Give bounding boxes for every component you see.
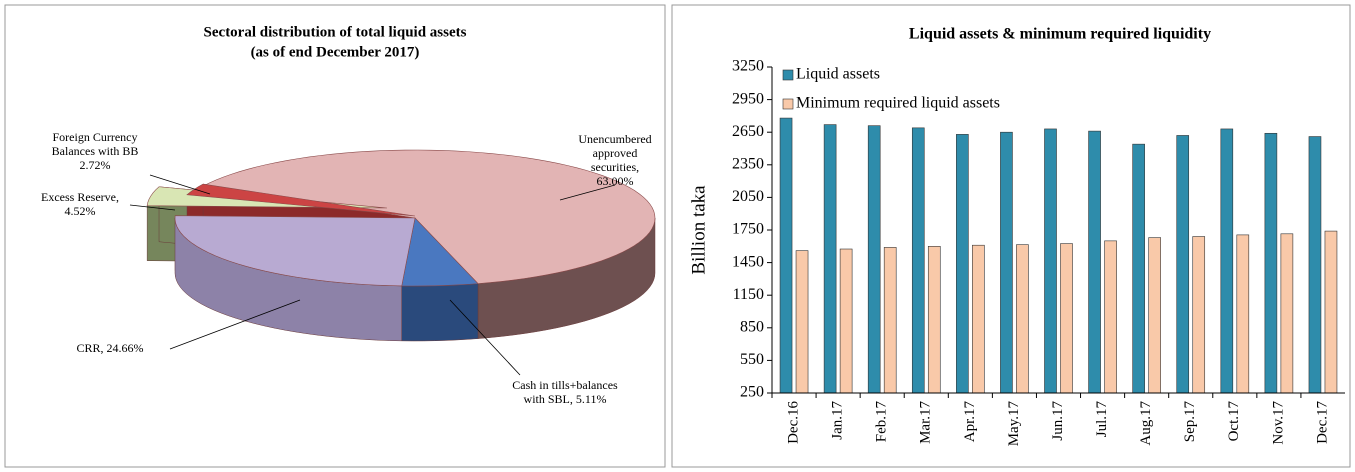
bar	[1324, 230, 1338, 394]
y-tick-label: 2350	[732, 155, 764, 172]
y-tick-label: 3250	[732, 58, 764, 75]
legend-label: Minimum required liquid assets	[796, 95, 1000, 112]
y-tick-label: 250	[740, 384, 764, 401]
bar	[1132, 143, 1145, 394]
bar	[883, 247, 897, 394]
slice	[202, 149, 656, 284]
y-axis-label: Billion taka	[688, 185, 709, 275]
x-tick-label: Aug.17	[1138, 401, 1154, 446]
bar	[1044, 128, 1057, 394]
bar	[795, 250, 809, 394]
x-tick-label: Dec.16	[785, 401, 801, 444]
bar	[779, 117, 793, 394]
bar	[1192, 236, 1206, 394]
slice-side	[401, 283, 479, 342]
slice-label: CRR, 24.66%	[76, 341, 143, 355]
bar-title: Liquid assets & minimum required liquidi…	[909, 26, 1211, 43]
bar	[1236, 234, 1250, 394]
x-tick-label: Jan.17	[830, 401, 846, 440]
bar	[1088, 130, 1101, 394]
x-tick-label: Jun.17	[1050, 401, 1066, 441]
bar	[911, 127, 925, 394]
y-tick-label: 1450	[732, 253, 764, 270]
y-tick-label: 1750	[732, 221, 764, 238]
x-tick-label: Nov.17	[1270, 401, 1286, 445]
legend-swatch	[782, 69, 794, 81]
bar	[972, 244, 985, 394]
slice-label: Unencumbered approved securities, 63.00%	[578, 132, 651, 188]
y-tick-label: 2950	[732, 90, 764, 107]
leader-line	[449, 299, 521, 376]
leader-line	[129, 204, 176, 211]
bar	[1000, 131, 1013, 394]
x-tick-label: Sep.17	[1182, 401, 1198, 443]
bar	[823, 124, 837, 394]
x-tick-label: Oct.17	[1226, 401, 1242, 442]
x-tick-label: Dec.17	[1314, 401, 1330, 444]
leader-line	[169, 299, 301, 350]
pie-subtitle: (as of end December 2017)	[251, 44, 420, 60]
bar	[1308, 136, 1322, 394]
y-tick-label: 850	[740, 318, 764, 335]
x-tick-label: Jul.17	[1094, 401, 1110, 438]
bar	[956, 134, 969, 394]
y-tick-label: 1150	[733, 286, 764, 303]
legend-swatch	[782, 98, 794, 110]
y-tick-label: 550	[740, 351, 764, 368]
legend-label: Liquid assets	[796, 66, 880, 83]
bar	[927, 246, 941, 394]
x-tick-label: Mar.17	[918, 401, 934, 444]
x-tick-label: Feb.17	[874, 401, 890, 443]
leader-line	[559, 184, 616, 201]
x-tick-label: May.17	[1006, 401, 1022, 447]
bar	[1280, 233, 1294, 394]
bar	[1220, 128, 1234, 394]
bar	[839, 248, 853, 394]
bar	[1104, 240, 1117, 394]
bar	[1148, 237, 1161, 394]
slice-label: Excess Reserve, 4.52%	[41, 190, 119, 218]
leader-line	[149, 174, 211, 195]
y-tick-label: 2050	[732, 188, 764, 205]
slice	[401, 217, 479, 287]
x-tick-label: Apr.17	[962, 401, 978, 443]
slice	[174, 215, 416, 287]
pie-title: Sectoral distribution of total liquid as…	[204, 24, 467, 40]
slice-label: Cash in tills+balances with SBL, 5.11%	[512, 378, 618, 406]
bar	[1176, 135, 1190, 394]
slice-label: Foreign Currency Balances with BB 2.72%	[52, 130, 139, 172]
bar	[867, 125, 881, 394]
bar	[1264, 132, 1278, 394]
y-tick-label: 2650	[732, 123, 764, 140]
bar	[1016, 244, 1029, 394]
bar	[1060, 243, 1073, 394]
